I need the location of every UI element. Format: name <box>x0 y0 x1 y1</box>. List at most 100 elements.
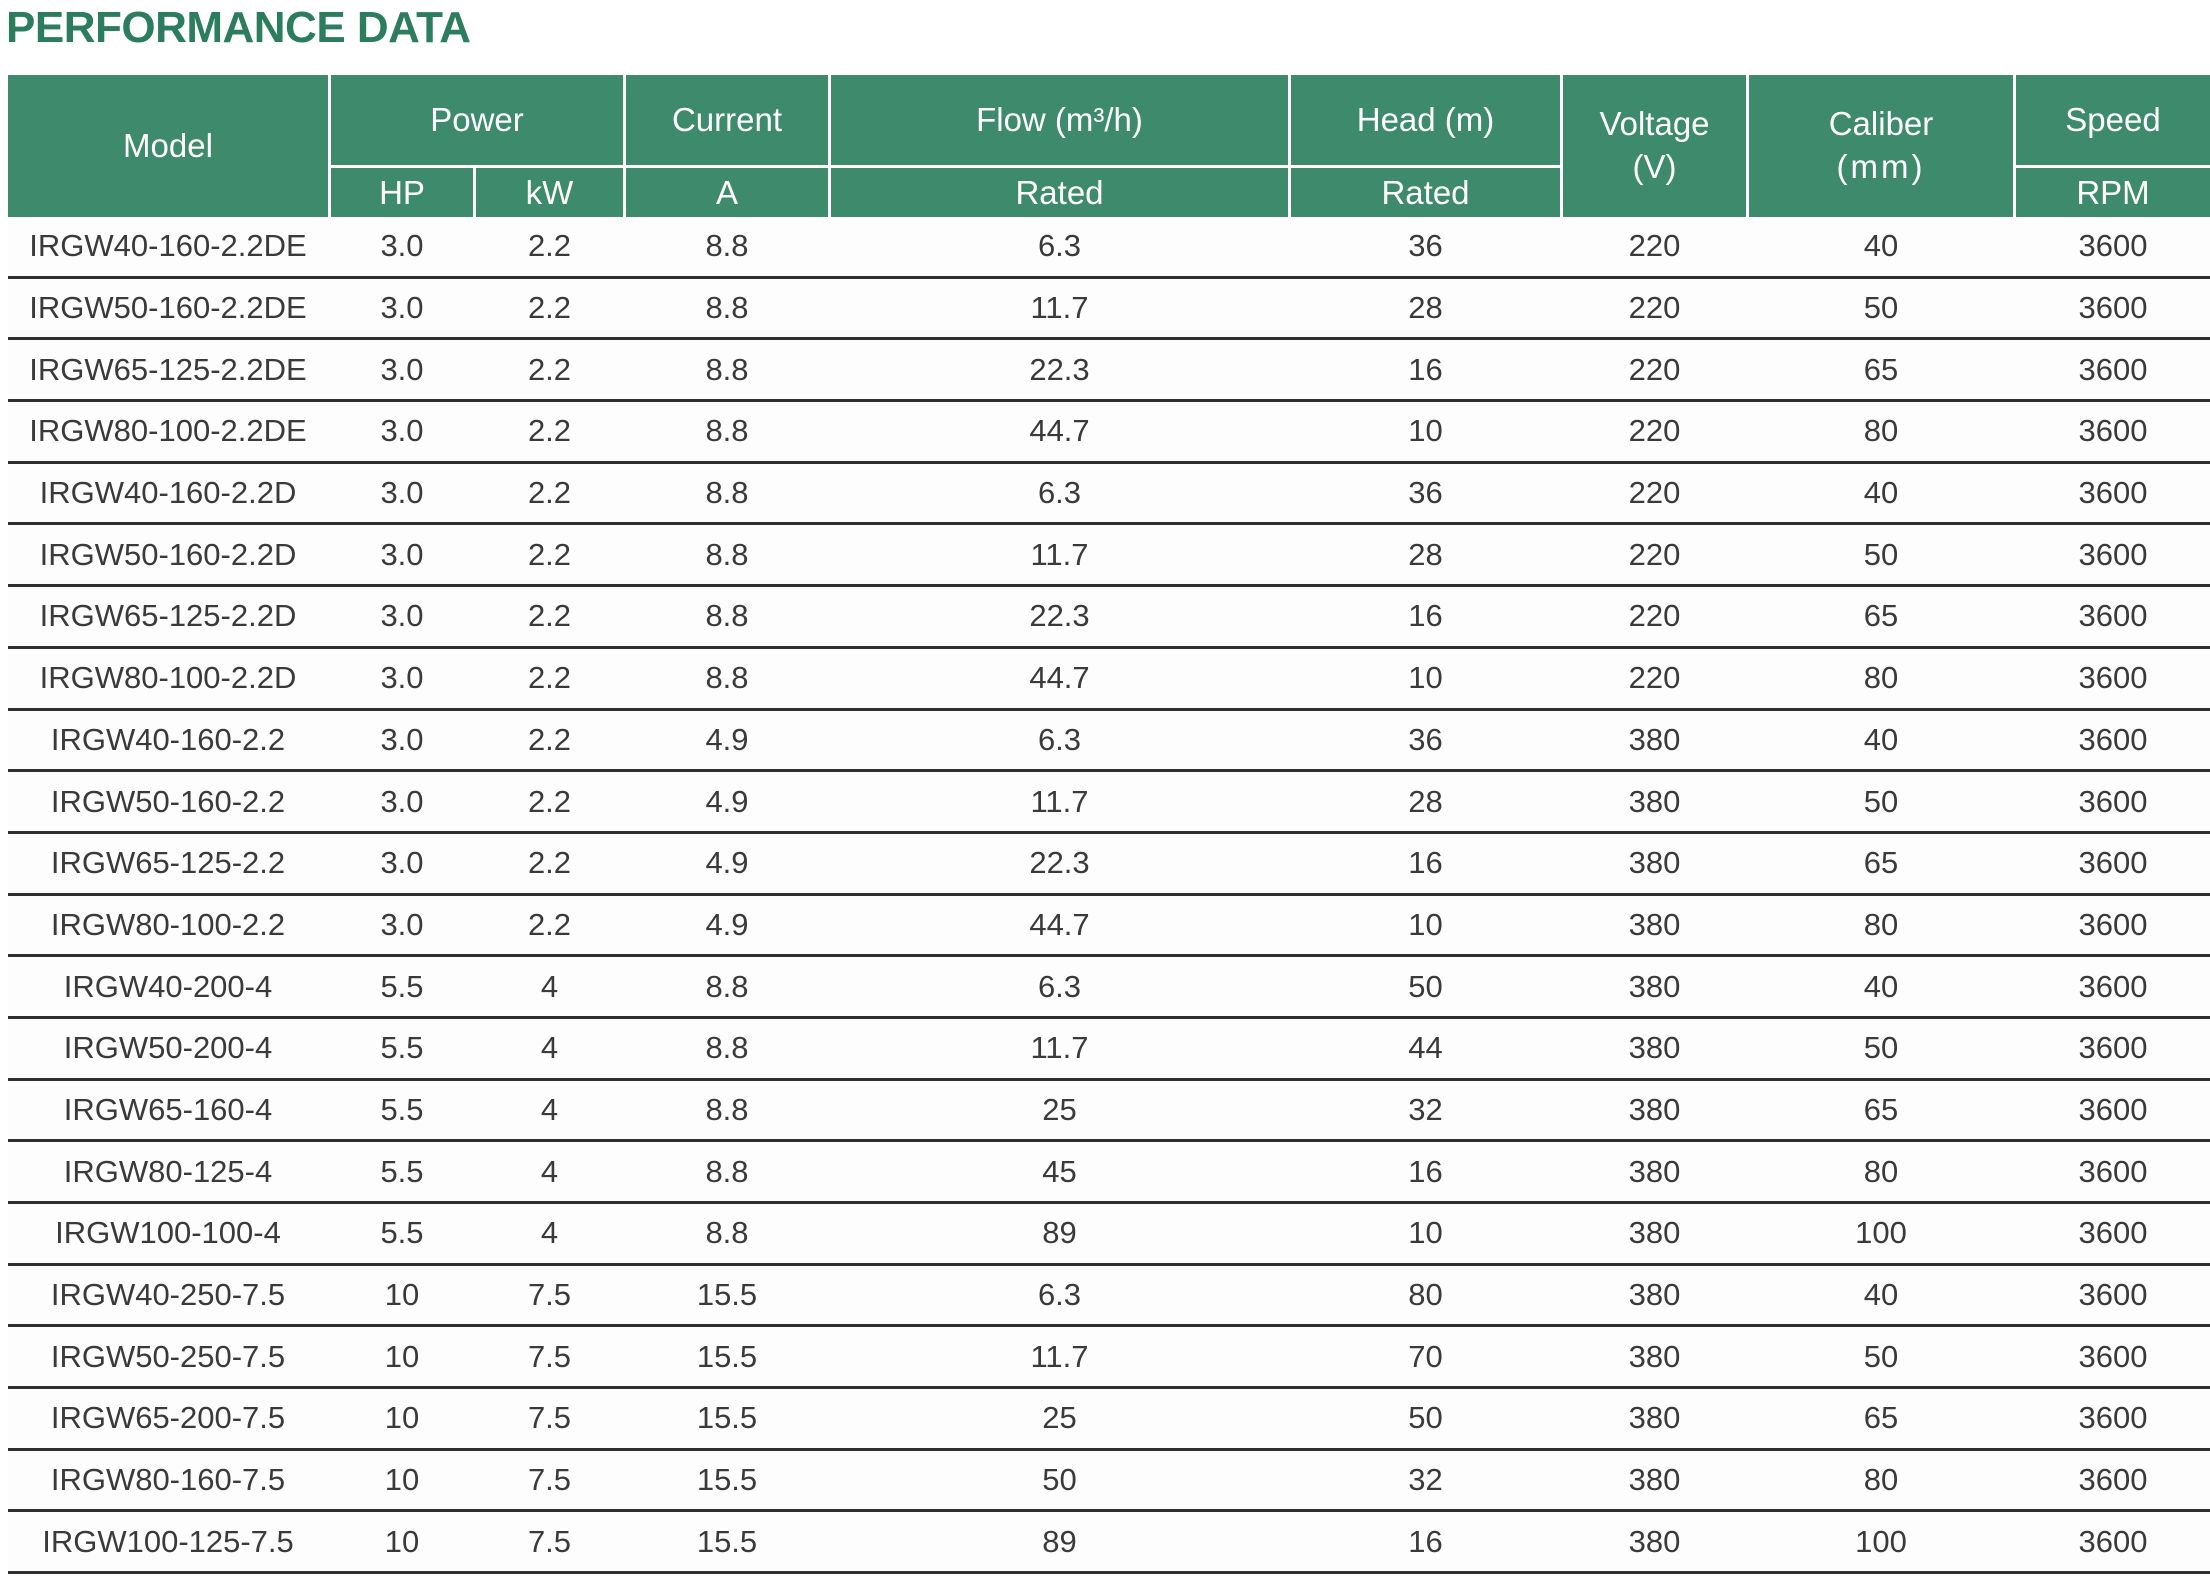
cell-kw: 2.2 <box>527 660 572 696</box>
cell-speed: 3600 <box>2078 351 2148 387</box>
cell-head: 28 <box>1408 783 1443 819</box>
cell-model: IRGW65-125-2.2DE <box>29 351 307 387</box>
cell-kw: 2.2 <box>527 598 572 634</box>
cell-current: 15.5 <box>696 1277 758 1313</box>
page-title: PERFORMANCE DATA <box>6 3 471 52</box>
cell-current: 4.9 <box>705 906 749 942</box>
cell-speed: 3600 <box>2078 1215 2148 1251</box>
header-caliber-line2: (mm) <box>1836 148 1926 185</box>
cell-caliber: 80 <box>1863 660 1899 696</box>
cell-caliber: 40 <box>1863 1277 1899 1313</box>
cell-head: 32 <box>1408 1091 1443 1127</box>
cell-hp: 10 <box>384 1338 420 1374</box>
cell-head: 10 <box>1408 413 1443 449</box>
cell-flow: 44.7 <box>1029 660 1090 696</box>
cell-current: 4.9 <box>705 845 749 881</box>
cell-voltage: 220 <box>1628 475 1681 511</box>
cell-head: 10 <box>1408 906 1443 942</box>
table-row: IRGW65-125-2.2D 3.0 2.2 8.8 22.3 16 220 … <box>8 587 2210 649</box>
cell-voltage: 220 <box>1628 290 1681 326</box>
cell-speed: 3600 <box>2078 1091 2148 1127</box>
cell-hp: 3.0 <box>380 413 424 449</box>
header-cell-current: Current <box>626 75 828 165</box>
cell-kw: 4 <box>540 1153 559 1189</box>
cell-speed: 3600 <box>2078 1338 2148 1374</box>
cell-kw: 2.2 <box>527 845 572 881</box>
cell-speed: 3600 <box>2078 598 2148 634</box>
cell-caliber: 100 <box>1855 1215 1907 1251</box>
performance-table: Model Power HP kW Current A Flow (m³/h) … <box>8 75 2210 1575</box>
cell-model: IRGW50-160-2.2 <box>50 783 286 819</box>
cell-flow: 50 <box>1042 1462 1077 1498</box>
cell-kw: 7.5 <box>527 1400 572 1436</box>
cell-head: 70 <box>1408 1338 1443 1374</box>
table-row: IRGW65-125-2.2 3.0 2.2 4.9 22.3 16 380 6… <box>8 833 2210 896</box>
header-cell-head: Head (m) <box>1291 75 1560 165</box>
cell-current: 15.5 <box>696 1400 758 1436</box>
table-row: IRGW80-100-2.2DE 3.0 2.2 8.8 44.7 10 220… <box>8 402 2210 464</box>
cell-caliber: 100 <box>1855 1523 1907 1559</box>
cell-current: 8.8 <box>705 1153 749 1189</box>
table-row: IRGW50-250-7.5 10 7.5 15.5 11.7 70 380 5… <box>8 1327 2210 1390</box>
cell-flow: 44.7 <box>1029 906 1090 942</box>
cell-voltage: 380 <box>1628 1277 1681 1313</box>
table-row: IRGW50-200-4 5.5 4 8.8 11.7 44 380 50 36… <box>8 1018 2210 1081</box>
cell-flow: 6.3 <box>1037 475 1082 511</box>
cell-head: 28 <box>1408 536 1443 572</box>
cell-current: 8.8 <box>705 968 749 1004</box>
cell-caliber: 40 <box>1863 968 1899 1004</box>
header-cell-head-rated: Rated <box>1291 168 1560 217</box>
header-voltage-line1: Voltage <box>1599 105 1710 143</box>
cell-hp: 5.5 <box>380 1153 424 1189</box>
cell-speed: 3600 <box>2078 906 2148 942</box>
cell-voltage: 220 <box>1628 351 1681 387</box>
cell-flow: 11.7 <box>1030 1338 1089 1374</box>
cell-flow: 25 <box>1042 1091 1077 1127</box>
cell-voltage: 380 <box>1628 1215 1681 1251</box>
cell-current: 4.9 <box>705 721 749 757</box>
cell-current: 8.8 <box>705 475 749 511</box>
cell-model: IRGW65-125-2.2 <box>50 845 286 881</box>
cell-kw: 7.5 <box>527 1523 572 1559</box>
cell-model: IRGW80-100-2.2 <box>50 906 286 942</box>
cell-current: 15.5 <box>696 1523 758 1559</box>
cell-flow: 6.3 <box>1037 1277 1082 1313</box>
cell-current: 8.8 <box>705 1215 749 1251</box>
cell-head: 10 <box>1408 660 1443 696</box>
cell-head: 80 <box>1408 1277 1443 1313</box>
cell-voltage: 380 <box>1628 783 1681 819</box>
cell-hp: 3.0 <box>380 290 424 326</box>
cell-head: 16 <box>1408 351 1443 387</box>
cell-caliber: 65 <box>1863 1091 1899 1127</box>
table-row: IRGW80-160-7.5 10 7.5 15.5 50 32 380 80 … <box>8 1450 2210 1513</box>
cell-voltage: 380 <box>1628 845 1681 881</box>
cell-kw: 7.5 <box>527 1462 572 1498</box>
table-row: IRGW40-160-2.2D 3.0 2.2 8.8 6.3 36 220 4… <box>8 463 2210 526</box>
header-cell-power-hp: HP <box>331 168 473 217</box>
cell-voltage: 220 <box>1628 536 1681 572</box>
cell-model: IRGW65-160-4 <box>63 1091 273 1127</box>
cell-kw: 2.2 <box>527 536 572 572</box>
cell-voltage: 380 <box>1628 1523 1681 1559</box>
header-voltage-line2: (V) <box>1632 148 1677 185</box>
table-row: IRGW80-100-2.2 3.0 2.2 4.9 44.7 10 380 8… <box>8 895 2210 958</box>
cell-head: 36 <box>1408 475 1443 511</box>
table-row: IRGW40-160-2.2DE 3.0 2.2 8.8 6.3 36 220 … <box>8 217 2210 279</box>
cell-caliber: 40 <box>1863 475 1899 511</box>
cell-speed: 3600 <box>2078 475 2148 511</box>
table-row: IRGW50-160-2.2 3.0 2.2 4.9 11.7 28 380 5… <box>8 772 2210 834</box>
cell-caliber: 50 <box>1863 290 1899 326</box>
cell-hp: 3.0 <box>380 783 424 819</box>
cell-flow: 22.3 <box>1029 351 1090 387</box>
cell-current: 8.8 <box>705 413 749 449</box>
cell-kw: 4 <box>540 1215 559 1251</box>
table-row: IRGW80-125-4 5.5 4 8.8 45 16 380 80 3600 <box>8 1142 2210 1204</box>
cell-hp: 3.0 <box>380 351 424 387</box>
cell-flow: 11.7 <box>1030 1030 1089 1066</box>
cell-current: 15.5 <box>696 1462 758 1498</box>
cell-voltage: 380 <box>1628 906 1681 942</box>
cell-model: IRGW80-100-2.2D <box>39 660 297 696</box>
cell-model: IRGW80-100-2.2DE <box>29 413 307 449</box>
table-row: IRGW100-100-4 5.5 4 8.8 89 10 380 100 36… <box>8 1204 2210 1266</box>
